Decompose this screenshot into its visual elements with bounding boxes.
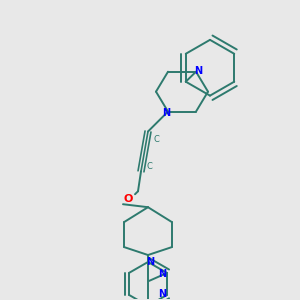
Text: N: N	[158, 289, 166, 299]
Text: O: O	[123, 194, 133, 204]
Text: C: C	[153, 135, 159, 144]
Text: N: N	[162, 108, 170, 118]
Text: N: N	[158, 269, 166, 279]
Text: N: N	[146, 257, 154, 267]
Text: N: N	[194, 66, 202, 76]
Text: C: C	[146, 162, 152, 171]
